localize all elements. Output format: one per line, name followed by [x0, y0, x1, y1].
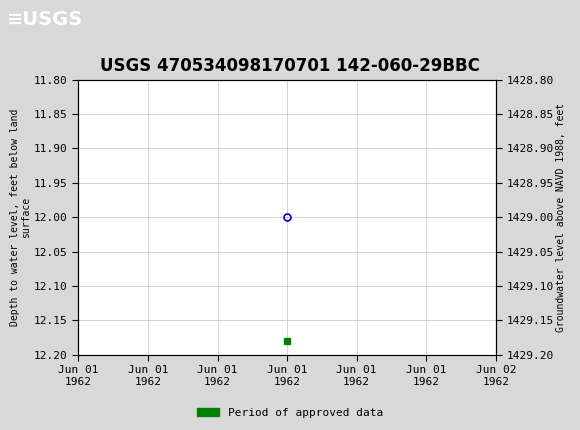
Y-axis label: Groundwater level above NAVD 1988, feet: Groundwater level above NAVD 1988, feet: [556, 103, 566, 332]
Text: USGS 470534098170701 142-060-29BBC: USGS 470534098170701 142-060-29BBC: [100, 57, 480, 75]
Legend: Period of approved data: Period of approved data: [193, 403, 387, 422]
Text: ≡USGS: ≡USGS: [7, 10, 83, 30]
Y-axis label: Depth to water level, feet below land
surface: Depth to water level, feet below land su…: [10, 108, 31, 326]
